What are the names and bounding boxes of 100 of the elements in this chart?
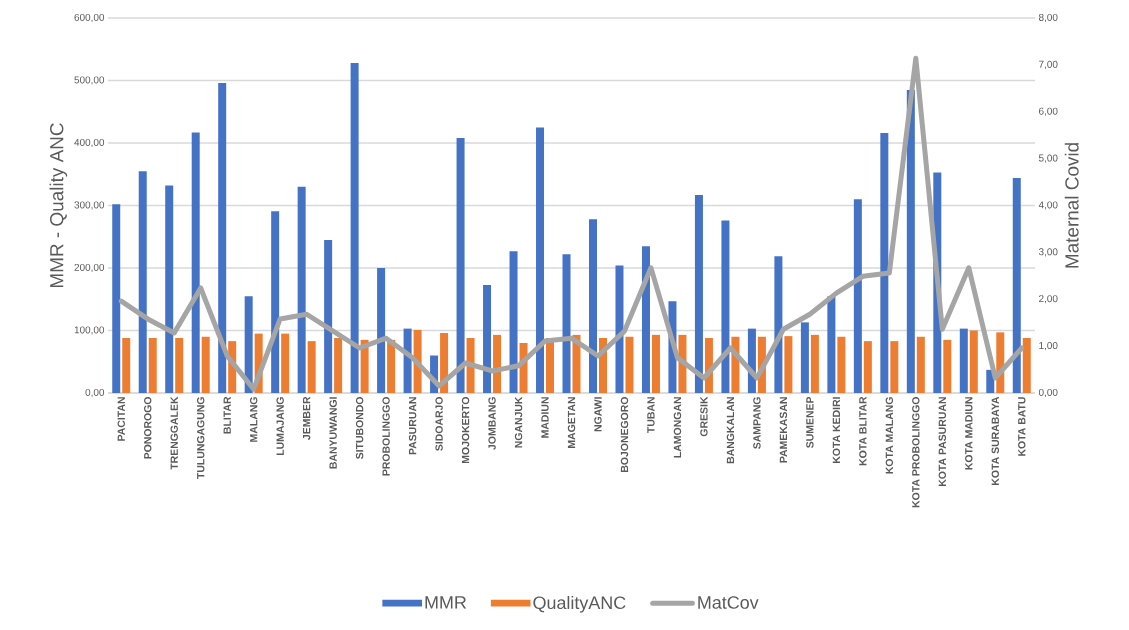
y-tick-label: 600,00 xyxy=(74,13,105,23)
x-tick-label: NGAWI xyxy=(594,397,602,432)
x-tick-label: BLITAR xyxy=(223,396,231,434)
x-tick-label: KOTA PASURUAN xyxy=(938,397,947,487)
bar xyxy=(1012,178,1021,393)
bar xyxy=(969,330,978,393)
bar xyxy=(536,127,545,393)
x-tick-label: SUMENEP xyxy=(806,396,814,448)
y2-tick-label: 0,00 xyxy=(1038,388,1058,398)
bar xyxy=(201,336,210,393)
bar xyxy=(493,334,502,393)
bar xyxy=(334,338,343,393)
bar xyxy=(641,246,650,393)
y2-tick-label: 8,00 xyxy=(1038,13,1058,23)
bar xyxy=(148,338,157,393)
bar xyxy=(721,220,730,393)
y2-tick-label: 7,00 xyxy=(1039,60,1058,69)
x-tick-label: MADIUN xyxy=(541,397,549,438)
bar xyxy=(112,204,121,393)
y-tick-label: 300,00 xyxy=(74,201,105,210)
bar xyxy=(138,171,147,393)
bar xyxy=(880,133,889,393)
x-tick-label: TULUNGAGUNG xyxy=(197,397,205,479)
bar xyxy=(588,219,597,393)
bar xyxy=(271,211,280,393)
bar xyxy=(307,341,316,393)
y2-tick-label: 2,00 xyxy=(1039,295,1058,304)
bar xyxy=(959,328,968,393)
y-tick-label: 500,00 xyxy=(74,76,105,85)
legend-label: QualityANC xyxy=(533,595,626,613)
x-tick-label: KOTA PROBOLINGGO xyxy=(912,396,920,508)
x-tick-label: PACITAN xyxy=(117,397,125,441)
bar xyxy=(483,284,492,393)
bar xyxy=(456,138,465,393)
bar xyxy=(466,338,475,393)
x-tick-label: JEMBER xyxy=(303,396,311,440)
y-tick-label: 0,00 xyxy=(85,388,105,398)
bar xyxy=(165,185,174,393)
x-tick-label: SITUBONDO xyxy=(355,396,364,459)
x-tick-label: PAMEKASAN xyxy=(779,397,788,463)
bar xyxy=(615,265,624,393)
x-tick-label: BANYUWANGI xyxy=(329,397,337,469)
bar xyxy=(244,296,253,393)
bar xyxy=(943,339,952,393)
bar xyxy=(297,186,306,393)
y2-tick-label: 5,00 xyxy=(1038,154,1058,163)
x-tick-label: NGANJUK xyxy=(514,396,523,448)
bar xyxy=(784,336,793,393)
x-tick-label: JOMBANG xyxy=(488,397,496,450)
bar xyxy=(890,341,899,393)
bar xyxy=(625,336,634,393)
x-tick-label: KOTA KEDIRI xyxy=(832,397,841,464)
x-tick-label: BANGKALAN xyxy=(726,397,735,464)
x-tick-label: GRESIK xyxy=(700,396,708,437)
bar xyxy=(562,254,571,393)
bar xyxy=(853,199,862,393)
x-tick-label: KOTA MALANG xyxy=(885,397,894,474)
bar xyxy=(810,334,819,393)
bar xyxy=(387,339,396,393)
y2-tick-label: 3,00 xyxy=(1038,248,1058,257)
x-tick-label: MAGETAN xyxy=(567,397,576,448)
x-tick-label: MALANG xyxy=(249,397,258,442)
bar xyxy=(906,89,915,393)
x-tick-label: KOTA SURABAYA xyxy=(991,396,999,485)
x-tick-label: LAMONGAN xyxy=(673,397,682,458)
bar xyxy=(377,268,386,393)
y-tick-label: 200,00 xyxy=(74,263,105,273)
bar xyxy=(837,336,846,393)
x-tick-label: TUBAN xyxy=(647,397,655,433)
y-tick-label: 400,00 xyxy=(74,138,105,148)
x-tick-label: BOJONEGORO xyxy=(620,396,629,472)
bar xyxy=(350,63,359,393)
y2-tick-label: 6,00 xyxy=(1039,107,1058,116)
x-tick-label: SIDOARJO xyxy=(435,396,443,451)
bar xyxy=(863,341,872,393)
bar xyxy=(324,239,333,393)
bar xyxy=(800,322,809,393)
x-tick-label: PROBOLINGGO xyxy=(382,396,390,476)
y2-tick-label: 1,00 xyxy=(1039,342,1058,351)
x-tick-label: PONOROGO xyxy=(144,396,152,459)
legend-label: MMR xyxy=(425,596,467,609)
x-tick-label: KOTA BATU xyxy=(1018,397,1026,456)
x-tick-label: SAMPANG xyxy=(753,397,761,449)
y-tick-label: 100,00 xyxy=(74,326,105,335)
bar xyxy=(916,336,925,393)
x-tick-label: TRENGGALEK xyxy=(170,396,178,470)
bar xyxy=(122,338,131,393)
bar xyxy=(1022,338,1031,393)
legend-label: MatCov xyxy=(698,596,759,609)
y2-tick-label: 4,00 xyxy=(1038,201,1058,210)
bar xyxy=(218,83,227,393)
bar xyxy=(509,251,518,393)
x-tick-label: LUMAJANG xyxy=(276,397,284,456)
x-tick-label: KOTA BLITAR xyxy=(859,396,867,466)
bar xyxy=(651,334,660,393)
y2-axis-title: Maternal Covid xyxy=(1064,143,1079,268)
x-tick-label: KOTA MADIUN xyxy=(965,397,973,470)
bar xyxy=(281,333,290,393)
y-axis-title: MMR - Quality ANC xyxy=(49,123,68,288)
bar xyxy=(827,296,836,393)
